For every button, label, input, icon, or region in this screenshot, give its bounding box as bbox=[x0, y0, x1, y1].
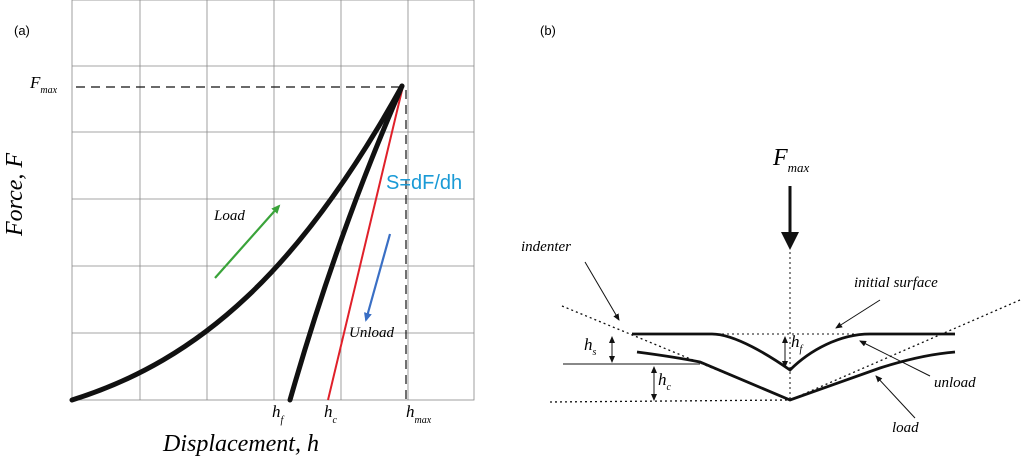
panel-a-tag: (a) bbox=[14, 23, 30, 38]
x-axis-label: Displacement, h bbox=[162, 431, 319, 457]
panel-a: (a) S=dF/dh Load Unload F bbox=[2, 0, 475, 457]
loaded-surface-profile bbox=[636, 350, 956, 402]
hf-label-b: hf bbox=[791, 332, 804, 355]
indenter-leader bbox=[584, 261, 620, 321]
unload-leader bbox=[859, 340, 931, 377]
hc-label-b: hc bbox=[658, 370, 672, 393]
unloading-curve bbox=[287, 83, 405, 403]
stiffness-label: S=dF/dh bbox=[386, 172, 462, 194]
fmax-label: Fmax bbox=[29, 73, 58, 96]
panel-b: (b) Fmax hs hc hf indenter initial surfa… bbox=[521, 23, 1021, 436]
panel-b-tag: (b) bbox=[540, 23, 556, 38]
initial-surface-leader bbox=[835, 299, 881, 329]
load-label: Load bbox=[213, 208, 245, 224]
load-leader bbox=[875, 375, 916, 419]
stiffness-tangent-line bbox=[327, 85, 404, 401]
unload-label-b: unload bbox=[934, 375, 976, 391]
loading-curve bbox=[69, 83, 405, 403]
load-arrow bbox=[214, 204, 281, 279]
unloaded-surface-profile bbox=[632, 332, 955, 372]
hs-label: hs bbox=[584, 335, 597, 358]
grid bbox=[71, 0, 475, 401]
hf-label: hf bbox=[272, 402, 285, 426]
indenter-right-edge bbox=[789, 299, 1021, 401]
force-arrow-head bbox=[781, 232, 799, 250]
indenter-label: indenter bbox=[521, 239, 571, 255]
y-axis-label: Force, F bbox=[2, 153, 28, 237]
force-label: Fmax bbox=[772, 145, 810, 175]
grid-frame bbox=[71, 0, 475, 401]
unload-label: Unload bbox=[349, 325, 395, 341]
hc-label: hc bbox=[324, 402, 338, 426]
load-label-b: load bbox=[892, 420, 919, 436]
unload-arrow bbox=[364, 233, 392, 322]
hmax-label: hmax bbox=[406, 402, 432, 426]
contact-depth-baseline bbox=[549, 399, 791, 403]
initial-surface-label: initial surface bbox=[854, 275, 938, 291]
